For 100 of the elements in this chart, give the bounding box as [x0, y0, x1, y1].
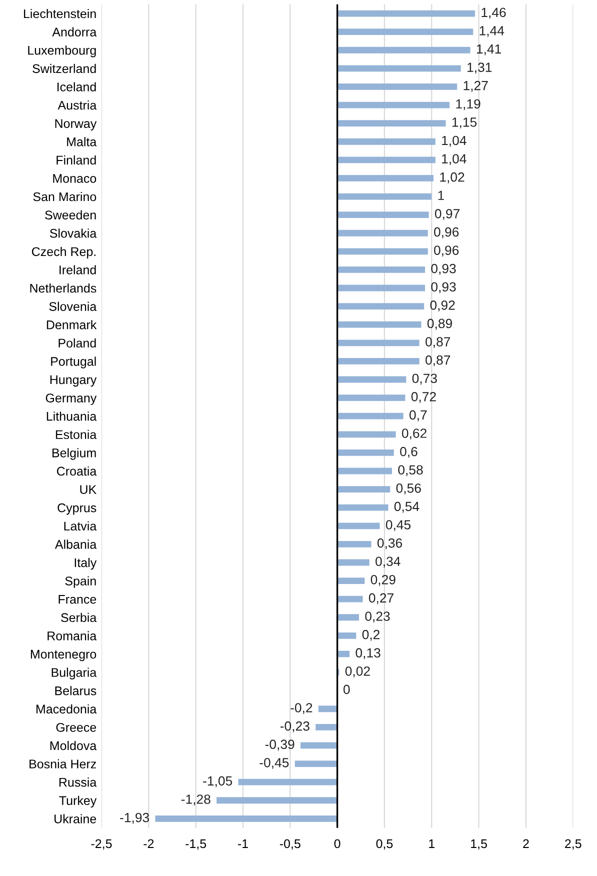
data-label: 0,72	[411, 392, 436, 403]
data-label: 1,04	[442, 136, 466, 147]
data-label: 0,96	[434, 227, 459, 238]
y-tick-label: Poland	[58, 338, 96, 348]
data-label: 0	[343, 684, 350, 694]
y-tick-label: Norway	[55, 119, 97, 130]
y-tick-label: Slovakia	[50, 228, 97, 238]
bar	[337, 614, 359, 621]
data-label: 0,7	[410, 410, 427, 422]
y-tick-label: Romania	[48, 631, 97, 640]
bar	[337, 212, 429, 218]
x-tick-label: -1,5	[186, 839, 206, 850]
y-tick-label: Estonia	[56, 430, 97, 440]
y-tick-label: UK	[80, 485, 96, 494]
data-label: 0,29	[370, 574, 396, 586]
data-label: 1,19	[456, 99, 480, 110]
data-label: -1,28	[181, 794, 210, 806]
data-label: 0,45	[386, 520, 411, 531]
data-label: -1,93	[120, 812, 150, 824]
bar	[337, 65, 461, 72]
y-tick-label: Bosnia Herz	[30, 759, 96, 768]
x-tick-label: 2	[523, 839, 529, 848]
bar	[337, 449, 394, 456]
data-label: 0,02	[345, 666, 370, 678]
data-label: -0,2	[290, 703, 312, 714]
x-tick-label: -2	[144, 839, 154, 848]
data-label: 1,15	[452, 118, 477, 128]
y-tick-label: Germany	[46, 394, 97, 405]
y-tick-label: Bulgaria	[52, 668, 97, 680]
bar	[337, 321, 422, 328]
y-tick-label: Belarus	[55, 686, 96, 696]
y-tick-label: Finland	[56, 155, 96, 165]
data-label: 0,93	[431, 264, 456, 275]
bar	[337, 431, 396, 438]
bar	[337, 486, 390, 492]
bar	[337, 28, 474, 36]
bar	[337, 156, 436, 164]
data-label: 1,27	[464, 80, 488, 92]
data-label: 1,31	[468, 62, 492, 74]
y-tick-label: Denmark	[46, 320, 97, 330]
data-label: 0,13	[356, 648, 380, 660]
y-tick-label: Moldova	[50, 740, 97, 750]
bar	[337, 412, 404, 420]
y-tick-label: Slovenia	[49, 302, 97, 311]
x-tick-label: 0,5	[376, 839, 393, 850]
data-label: 0,97	[434, 209, 460, 220]
bar	[337, 559, 370, 566]
y-tick-label: Malta	[67, 137, 97, 146]
bar	[337, 248, 428, 255]
bar	[216, 797, 338, 804]
bar	[337, 632, 356, 639]
y-tick-label: Greece	[56, 722, 96, 732]
y-tick-label: Russia	[59, 778, 97, 787]
bar	[316, 724, 338, 730]
bar	[337, 504, 388, 511]
bar	[337, 10, 476, 17]
data-label: 0,27	[368, 593, 394, 604]
bar	[337, 540, 372, 548]
bar	[337, 340, 420, 346]
y-tick-label: Croatia	[56, 466, 97, 476]
y-tick-label: Ukraine	[54, 814, 96, 824]
y-tick-label: Belgium	[52, 448, 96, 460]
y-tick-label: Sweeden	[45, 210, 96, 220]
bar	[337, 175, 434, 182]
data-label: 1,44	[480, 26, 504, 37]
y-tick-label: Serbia	[61, 612, 97, 622]
data-label: -1,05	[203, 776, 232, 788]
data-label: -0,23	[280, 721, 310, 732]
bar	[337, 394, 406, 402]
data-label: 0,93	[431, 282, 456, 294]
data-label: 0,58	[398, 465, 423, 476]
y-tick-label: Turkey	[59, 796, 97, 808]
x-tick-label: -1	[238, 839, 248, 848]
bar	[294, 760, 338, 767]
data-label: 0,89	[427, 318, 452, 330]
y-tick-label: Netherlands	[30, 283, 96, 293]
y-tick-label: Italy	[74, 558, 97, 570]
y-tick-label: France	[58, 595, 96, 604]
data-label: 0,56	[396, 483, 421, 494]
data-label: 0,87	[426, 337, 450, 348]
data-label: -0,39	[265, 740, 294, 751]
y-tick-label: Lithuania	[46, 412, 97, 421]
y-tick-label: Cyprus	[58, 503, 96, 515]
data-label: 0,36	[377, 538, 402, 550]
data-label: 0,34	[376, 556, 400, 568]
data-label: 1	[438, 190, 444, 200]
bar	[337, 596, 363, 602]
bar	[337, 46, 470, 54]
x-tick-label: 2,5	[565, 839, 582, 850]
bar	[337, 193, 432, 200]
bar	[337, 284, 426, 292]
x-tick-label: 1,5	[471, 839, 487, 850]
bar	[337, 303, 424, 310]
bar	[337, 376, 406, 383]
bar	[337, 120, 446, 127]
y-tick-label: Spain	[65, 576, 96, 588]
data-label: 0,87	[426, 355, 450, 366]
y-tick-label: Albania	[54, 540, 97, 549]
data-label: 1,04	[442, 154, 466, 166]
data-label: 0,92	[430, 300, 455, 312]
